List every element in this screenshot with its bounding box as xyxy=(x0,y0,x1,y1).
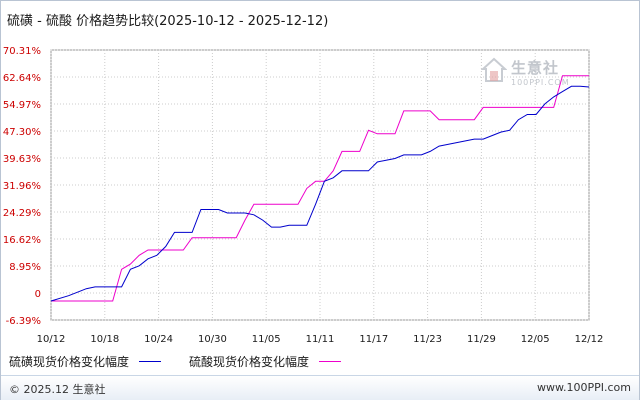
x-tick-label: 11/17 xyxy=(359,334,388,345)
y-tick-label: 24.29% xyxy=(3,208,41,219)
y-tick-label: 47.30% xyxy=(3,127,41,138)
legend-item-sulfur: 硫磺现货价格变化幅度 xyxy=(9,353,162,370)
x-tick-label: 11/29 xyxy=(467,334,496,345)
y-tick-label: -6.39% xyxy=(6,316,41,327)
site-link[interactable]: www.100PPI.com xyxy=(537,381,631,394)
y-tick-label: 31.96% xyxy=(3,181,41,192)
legend-swatch xyxy=(139,361,162,362)
x-tick-label: 12/12 xyxy=(575,334,604,345)
house-logo-icon xyxy=(481,57,507,82)
legend-label: 硫磺现货价格变化幅度 xyxy=(9,355,130,369)
x-tick-label: 10/18 xyxy=(90,334,119,345)
x-tick-label: 10/30 xyxy=(198,334,227,345)
watermark-name: 生意社 xyxy=(511,59,560,77)
watermark: 生意社 100PPI.COM xyxy=(481,57,581,97)
y-tick-label: 0 xyxy=(35,289,41,300)
legend-label: 硫酸现货价格变化幅度 xyxy=(189,355,310,369)
y-tick-label: 54.97% xyxy=(3,100,41,111)
x-tick-label: 11/11 xyxy=(306,334,335,345)
watermark-url: 100PPI.COM xyxy=(511,78,570,87)
copyright-text: © 2025.12 生意社 xyxy=(9,383,106,396)
legend-swatch xyxy=(319,361,342,362)
y-tick-label: 8.95% xyxy=(9,262,41,273)
x-tick-label: 10/12 xyxy=(37,334,66,345)
chart-title: 硫磺 - 硫酸 价格趋势比较(2025-10-12 - 2025-12-12) xyxy=(7,14,329,29)
x-tick-label: 10/24 xyxy=(144,334,173,345)
legend: 硫磺现货价格变化幅度 硫酸现货价格变化幅度 xyxy=(9,353,355,370)
x-tick-label: 11/23 xyxy=(413,334,442,345)
legend-item-sulfuric-acid: 硫酸现货价格变化幅度 xyxy=(189,353,342,370)
series-line-sulfur xyxy=(50,85,590,302)
y-tick-label: 62.64% xyxy=(3,73,41,84)
y-tick-label: 70.31% xyxy=(3,46,41,57)
footer: © 2025.12 生意社 www.100PPI.com xyxy=(1,375,639,400)
y-tick-label: 16.62% xyxy=(3,235,41,246)
series-line-sulfuric-acid xyxy=(51,75,589,302)
x-tick-label: 11/05 xyxy=(252,334,281,345)
x-tick-label: 12/05 xyxy=(521,334,550,345)
y-tick-label: 39.63% xyxy=(3,154,41,165)
